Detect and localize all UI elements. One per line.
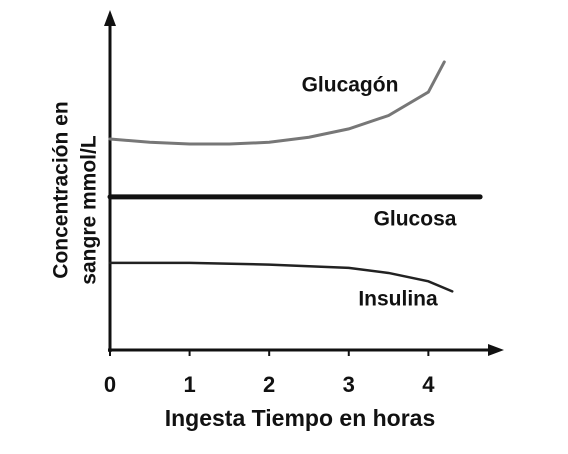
x-tick-label: 0 (104, 372, 116, 397)
series-label: Glucagón (302, 74, 399, 97)
series-label: Glucosa (374, 208, 457, 231)
x-tick-label: 3 (343, 372, 355, 397)
x-axis-title: Ingesta Tiempo en horas (165, 405, 436, 431)
y-axis-title: sangre mmol/L (78, 135, 101, 285)
y-axis-title: Concentración en (50, 101, 73, 278)
series-label: Insulina (358, 288, 438, 311)
series-line (108, 60, 446, 146)
x-tick-label: 2 (263, 372, 275, 397)
series-line (108, 261, 454, 293)
x-axis-arrow (488, 344, 504, 356)
y-axis-arrow (104, 10, 116, 26)
x-tick-label: 4 (422, 372, 435, 397)
x-tick-label: 1 (183, 372, 195, 397)
